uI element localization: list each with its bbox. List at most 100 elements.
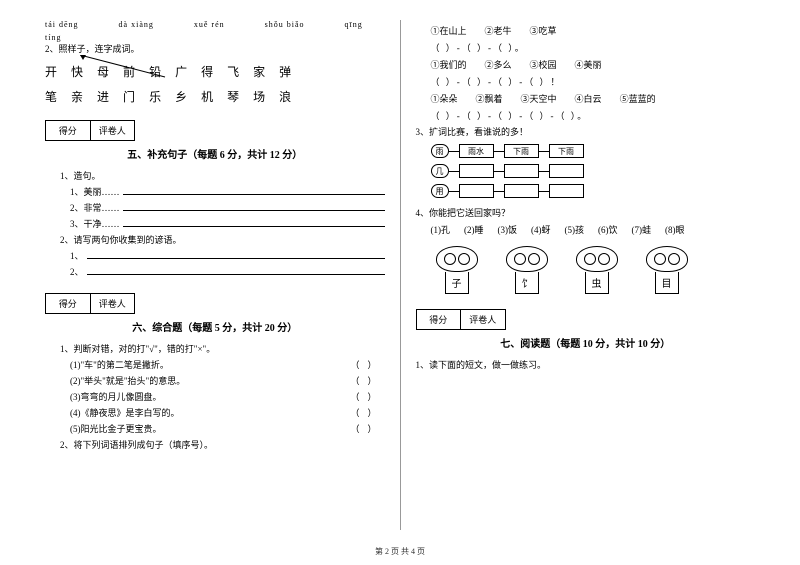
blank[interactable]: [87, 274, 385, 275]
chain-box[interactable]: [504, 184, 539, 198]
order-item: ②飘着: [476, 92, 503, 105]
pinyin-1: tái dēng: [45, 20, 79, 29]
chain-box[interactable]: [459, 164, 494, 178]
score-box: 得分 评卷人: [45, 120, 135, 141]
sec6-q1: 1、判断对错，对的打"√"，错的打"×"。: [60, 342, 385, 355]
sec5-q2: 2、请写两句你收集到的谚语。: [60, 233, 385, 246]
chain-box: 下雨: [549, 144, 584, 158]
word-item: (7)蛙: [632, 223, 652, 236]
mushroom-cap: [646, 246, 688, 272]
char: 琴: [227, 88, 239, 105]
score-box: 得分 评卷人: [416, 309, 506, 330]
judge-paren[interactable]: （）: [350, 390, 384, 403]
char-row-2: 笔 亲 进 门 乐 乡 机 琴 场 浪: [45, 88, 385, 105]
chain-link: [449, 151, 459, 152]
chain-box: 下雨: [504, 144, 539, 158]
judge-paren[interactable]: （）: [350, 422, 384, 435]
char: 乡: [175, 88, 187, 105]
judge-paren[interactable]: （）: [350, 358, 384, 371]
char: 开: [45, 63, 57, 80]
char: 笔: [45, 88, 57, 105]
char: 门: [123, 88, 135, 105]
blank[interactable]: [87, 258, 385, 259]
order-item: ①我们的: [431, 58, 467, 71]
chain-box[interactable]: [549, 184, 584, 198]
word-item: (5)孩: [565, 223, 585, 236]
mushroom-stem: 饣: [515, 272, 539, 294]
mushroom-cap: [436, 246, 478, 272]
word-item: (8)眼: [665, 223, 685, 236]
char: 飞: [227, 63, 239, 80]
char: 亲: [71, 88, 83, 105]
sec7-q1: 1、读下面的短文，做一做练习。: [416, 358, 756, 371]
chain-box[interactable]: [504, 164, 539, 178]
sec5-i3: 3、干净……: [70, 217, 120, 230]
sec6-q2: 2、将下列词语排列成句子（填序号）。: [60, 438, 385, 451]
word-item: (1)孔: [431, 223, 451, 236]
order-group-1: ①在山上 ②老牛 ③吃草: [431, 24, 756, 37]
q4-label: 4、你能把它送回家吗？: [416, 206, 756, 219]
blank[interactable]: [123, 194, 385, 195]
pinyin-2: dà xiàng: [119, 20, 154, 29]
mushroom-cap: [576, 246, 618, 272]
chain-link: [494, 191, 504, 192]
chain-box[interactable]: [459, 184, 494, 198]
q2-label: 2、照样子，连字成词。: [45, 42, 385, 55]
order-group-3: ①朵朵 ②飘着 ③天空中 ④白云 ⑤蓝蓝的: [431, 92, 756, 105]
sec5-q1: 1、造句。: [60, 169, 385, 182]
grader-label: 评卷人: [461, 310, 505, 329]
sec5-i1: 1、美丽……: [70, 185, 120, 198]
left-column: tái dēng dà xiàng xuě rén shǒu biǎo qīng…: [30, 20, 401, 530]
grader-label: 评卷人: [91, 121, 135, 140]
mushroom-stem: 子: [445, 272, 469, 294]
pinyin-6: tíng: [45, 33, 385, 42]
word-list: (1)孔 (2)睡 (3)饭 (4)蚜 (5)孩 (6)饮 (7)蛙 (8)眼: [431, 223, 756, 236]
chain-link: [494, 151, 504, 152]
chain-start: 雨: [431, 144, 449, 158]
score-label: 得分: [46, 121, 91, 140]
section-7-title: 七、阅读题（每题 10 分，共计 10 分）: [416, 335, 756, 350]
char: 浪: [279, 88, 291, 105]
blank[interactable]: [123, 210, 385, 211]
mushroom-item: 子: [436, 246, 478, 294]
chain-row-1: 雨 雨水 下雨 下雨: [431, 144, 756, 158]
order-item: ③天空中: [521, 92, 557, 105]
char: 场: [253, 88, 265, 105]
section-5-title: 五、补充句子（每题 6 分，共计 12 分）: [45, 146, 385, 161]
order-item: ①在山上: [431, 24, 467, 37]
chain-link: [449, 191, 459, 192]
chain-box: 雨水: [459, 144, 494, 158]
pinyin-row: tái dēng dà xiàng xuě rén shǒu biǎo qīng: [45, 20, 385, 29]
fill-blank[interactable]: （ ）-（ ）-（ ）。: [431, 41, 756, 54]
sec5-l1: 1、: [70, 249, 84, 262]
right-column: ①在山上 ②老牛 ③吃草 （ ）-（ ）-（ ）。 ①我们的 ②多么 ③校园 ④…: [401, 20, 771, 530]
judge-text: (3)弯弯的月儿像圆盘。: [70, 390, 162, 403]
mushroom-cap: [506, 246, 548, 272]
judge-text: (2)"举头"就是"抬头"的意思。: [70, 374, 185, 387]
chain-row-2: 几: [431, 164, 756, 178]
mushroom-item: 饣: [506, 246, 548, 294]
blank[interactable]: [123, 226, 385, 227]
chain-row-3: 用: [431, 184, 756, 198]
char: 得: [201, 63, 213, 80]
order-item: ②老牛: [485, 24, 512, 37]
fill-blank[interactable]: （ ）-（ ）-（ ）-（ ）-（ ）。: [431, 109, 756, 122]
chain-link: [539, 151, 549, 152]
judge-text: (5)阳光比金子更宝贵。: [70, 422, 162, 435]
pinyin-3: xuě rén: [194, 20, 225, 29]
judge-paren[interactable]: （）: [350, 374, 384, 387]
chain-box[interactable]: [549, 164, 584, 178]
score-label: 得分: [46, 294, 91, 313]
section-6-title: 六、综合题（每题 5 分，共计 20 分）: [45, 319, 385, 334]
chain-link: [449, 171, 459, 172]
fill-blank[interactable]: （ ）-（ ）-（ ）-（ ）！: [431, 75, 756, 88]
word-item: (3)饭: [498, 223, 518, 236]
score-box: 得分 评卷人: [45, 293, 135, 314]
q3-label: 3、扩词比赛，看谁说的多！: [416, 125, 756, 138]
judge-paren[interactable]: （）: [350, 406, 384, 419]
order-item: ②多么: [485, 58, 512, 71]
page-container: tái dēng dà xiàng xuě rén shǒu biǎo qīng…: [0, 0, 800, 530]
chain-start: 几: [431, 164, 449, 178]
mushroom-item: 目: [646, 246, 688, 294]
chain-link: [539, 171, 549, 172]
